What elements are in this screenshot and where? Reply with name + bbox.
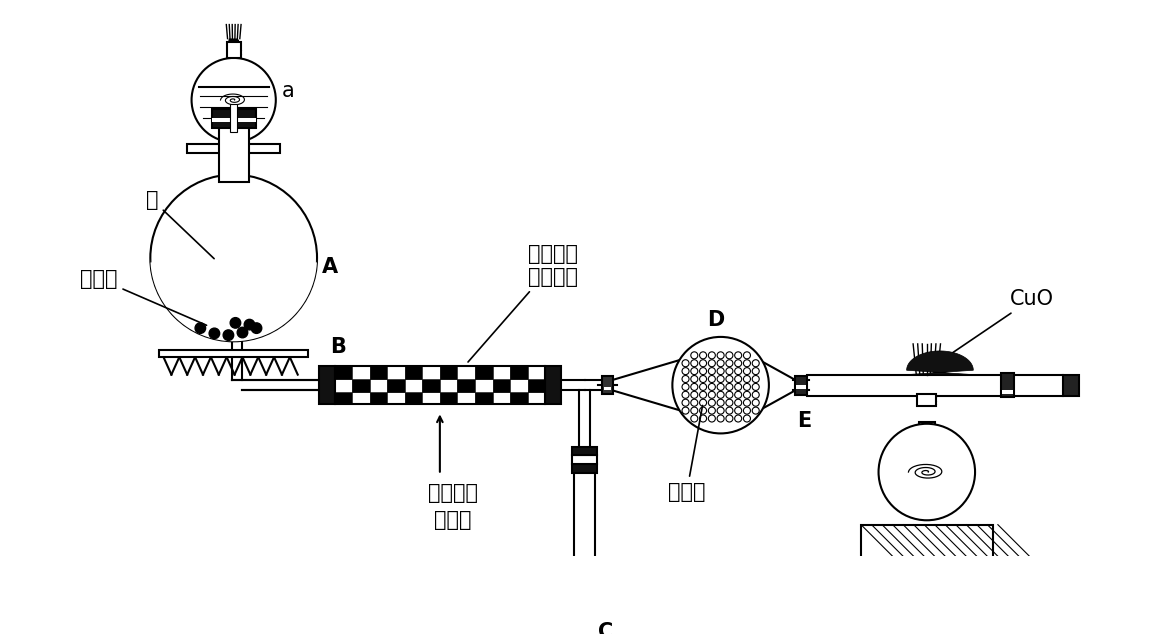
Bar [573, 455, 597, 464]
Circle shape [251, 323, 262, 333]
Bar [370, 392, 388, 404]
Circle shape [223, 330, 234, 340]
Text: B: B [331, 337, 346, 357]
Text: 水: 水 [146, 190, 214, 259]
Bar [334, 392, 353, 404]
Bar [219, 125, 249, 181]
Bar [159, 350, 308, 357]
Polygon shape [861, 525, 993, 595]
Bar [457, 366, 475, 378]
Bar [334, 378, 353, 392]
Circle shape [237, 327, 248, 338]
Bar [604, 387, 611, 389]
Bar [319, 366, 334, 404]
Text: 还原性铁
粉和棉绒: 还原性铁 粉和棉绒 [468, 243, 577, 362]
Bar [527, 366, 545, 378]
Bar [440, 366, 457, 378]
Bar [440, 378, 457, 392]
Text: C: C [598, 622, 613, 634]
Circle shape [244, 320, 255, 330]
Bar [370, 366, 388, 378]
Bar [796, 385, 805, 389]
Bar [230, 105, 237, 133]
Bar [353, 392, 370, 404]
Text: D: D [708, 310, 725, 330]
Bar [492, 366, 510, 378]
Text: 碎瓷片: 碎瓷片 [80, 269, 206, 325]
Bar [795, 375, 807, 395]
Bar [1002, 391, 1013, 394]
Bar [917, 394, 937, 406]
Circle shape [192, 58, 276, 142]
Bar [212, 119, 256, 122]
Bar [370, 378, 388, 392]
Bar [492, 378, 510, 392]
Bar [405, 392, 423, 404]
Bar [510, 378, 527, 392]
Bar [334, 366, 545, 404]
Bar [527, 392, 545, 404]
Bar [457, 392, 475, 404]
Bar [510, 366, 527, 378]
Bar [353, 366, 370, 378]
Text: 酒精喷灯
加强热: 酒精喷灯 加强热 [428, 484, 478, 530]
Bar [457, 378, 475, 392]
Bar [388, 378, 405, 392]
Bar [212, 109, 256, 128]
Bar [475, 392, 492, 404]
Bar [423, 378, 440, 392]
Bar [545, 366, 561, 404]
Text: CuO: CuO [951, 289, 1055, 354]
Circle shape [196, 323, 206, 333]
Circle shape [150, 174, 317, 341]
Bar [602, 377, 612, 394]
Text: A: A [321, 257, 338, 276]
Bar [573, 464, 597, 473]
Bar [187, 144, 281, 153]
Bar [353, 378, 370, 392]
Bar [388, 366, 405, 378]
Bar [1001, 373, 1014, 398]
Text: 碱石灰: 碱石灰 [668, 405, 705, 501]
Bar [527, 378, 545, 392]
Circle shape [879, 424, 975, 521]
Bar [573, 446, 597, 455]
Bar [440, 392, 457, 404]
Bar [423, 392, 440, 404]
Text: a: a [282, 81, 294, 101]
Bar [492, 392, 510, 404]
Bar [405, 366, 423, 378]
Bar [405, 378, 423, 392]
Bar [227, 42, 241, 58]
Bar [475, 366, 492, 378]
Bar [388, 392, 405, 404]
Circle shape [210, 328, 220, 339]
Bar [918, 422, 935, 439]
Circle shape [230, 318, 241, 328]
Text: E: E [797, 411, 811, 432]
Bar [1063, 375, 1079, 396]
Bar [475, 378, 492, 392]
Circle shape [673, 337, 769, 434]
Polygon shape [907, 351, 973, 375]
Polygon shape [150, 258, 317, 341]
Bar [510, 392, 527, 404]
Bar [334, 366, 353, 378]
Bar [423, 366, 440, 378]
